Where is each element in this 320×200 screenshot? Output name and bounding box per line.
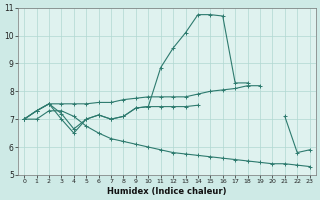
- X-axis label: Humidex (Indice chaleur): Humidex (Indice chaleur): [107, 187, 227, 196]
